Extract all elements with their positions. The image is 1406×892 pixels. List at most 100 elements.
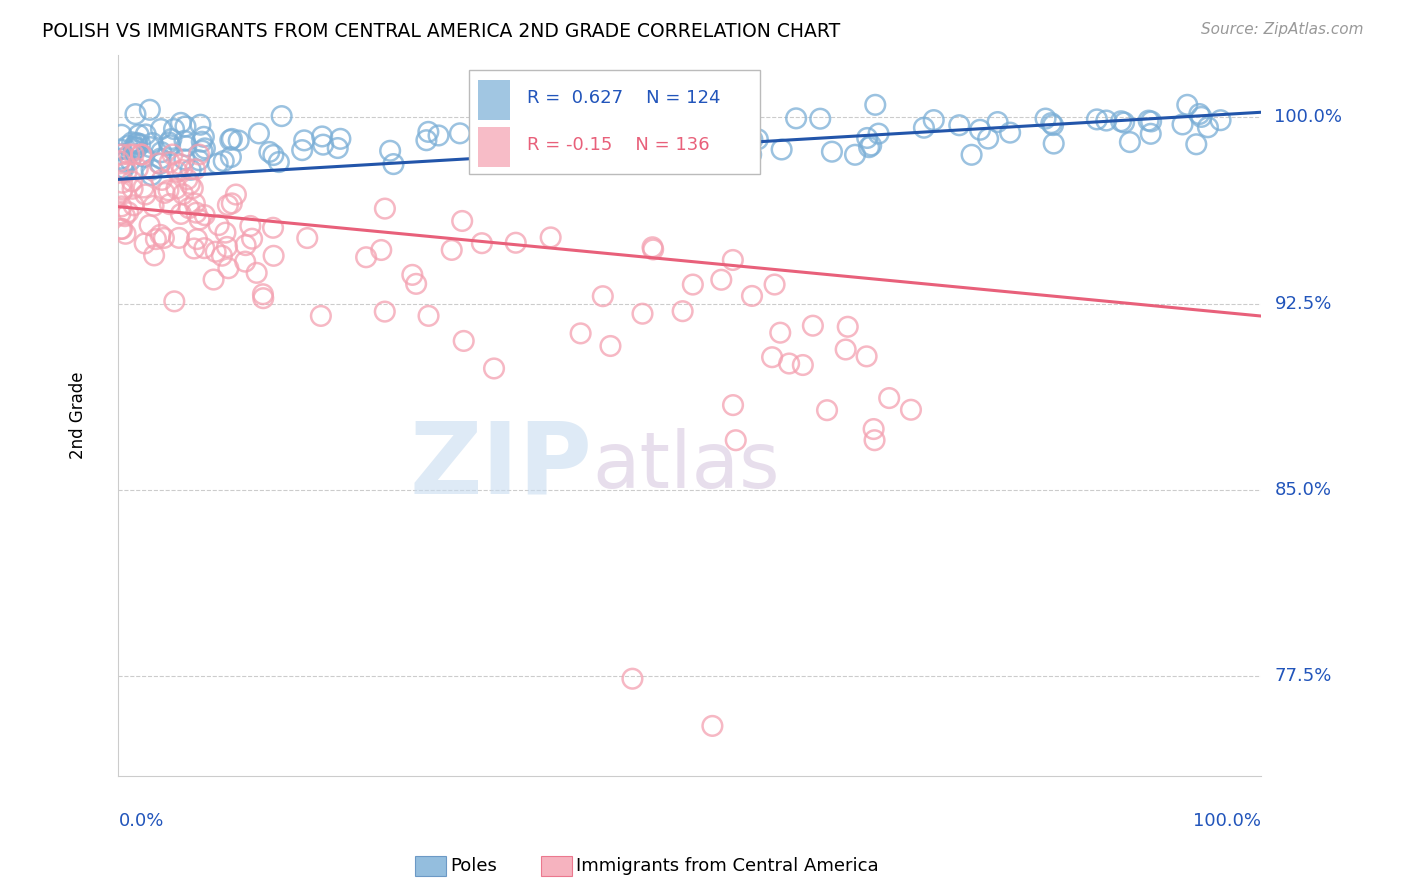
Point [134,187,156,202]
Point [110,222,132,236]
Point [540,230,562,244]
Point [149,227,172,242]
Point [240,232,263,246]
Point [311,129,333,144]
Point [217,261,239,276]
Point [166,181,188,195]
Point [326,141,349,155]
Point [184,196,207,211]
Point [619,151,641,165]
Point [184,162,207,177]
Point [138,218,160,232]
Point [644,149,666,163]
Point [856,131,879,145]
Point [682,277,704,292]
Bar [478,128,510,167]
Point [865,98,887,112]
Point [471,236,494,251]
Point [987,115,1010,129]
Point [121,136,143,150]
Point [1042,118,1064,132]
Point [145,232,167,246]
Point [401,268,423,282]
Point [741,132,763,146]
Point [131,147,153,161]
Point [770,143,793,157]
Point [844,148,866,162]
Point [110,128,132,142]
Point [111,182,134,196]
Point [150,145,173,160]
Point [262,220,284,235]
Point [153,186,176,200]
Point [969,122,991,136]
Point [211,249,233,263]
Point [696,127,718,141]
Point [710,273,733,287]
Point [247,127,270,141]
Point [148,156,170,170]
Point [186,205,208,219]
Point [233,254,256,268]
Point [1085,112,1108,127]
Point [1175,98,1198,112]
Point [173,153,195,167]
Point [815,403,838,417]
Point [374,202,396,216]
Point [246,266,269,280]
Point [631,307,654,321]
Point [821,145,844,159]
Point [181,181,204,195]
Point [922,113,945,128]
Point [221,132,243,146]
Point [163,294,186,309]
Point [212,154,235,169]
Point [672,304,695,318]
Point [415,133,437,147]
Point [114,227,136,241]
Point [451,214,474,228]
Point [778,357,800,371]
Point [792,358,814,372]
Point [763,277,786,292]
Point [129,147,152,161]
Point [111,222,134,236]
Point [157,136,180,150]
Point [111,176,134,190]
Point [215,240,238,254]
Point [998,126,1021,140]
Point [162,147,184,161]
Point [565,120,588,135]
Point [186,232,208,246]
Point [453,334,475,348]
Point [862,422,884,436]
Point [1188,107,1211,121]
Point [124,107,146,121]
Point [740,147,762,161]
Point [219,150,242,164]
Point [548,118,571,132]
Point [141,168,163,182]
Point [166,165,188,179]
Point [228,134,250,148]
Point [194,208,217,222]
Point [1197,120,1219,135]
Point [671,143,693,157]
Point [177,201,200,215]
Point [747,132,769,146]
Point [120,153,142,168]
Point [263,249,285,263]
Point [1109,114,1132,128]
Point [785,112,807,126]
Point [125,136,148,150]
Text: 92.5%: 92.5% [1274,294,1331,312]
Point [128,128,150,142]
Text: R = -0.15    N = 136: R = -0.15 N = 136 [527,136,710,154]
Point [176,139,198,153]
Point [374,304,396,318]
Point [1185,137,1208,152]
Point [572,103,595,118]
Point [202,272,225,286]
Point [143,248,166,262]
Point [134,236,156,251]
